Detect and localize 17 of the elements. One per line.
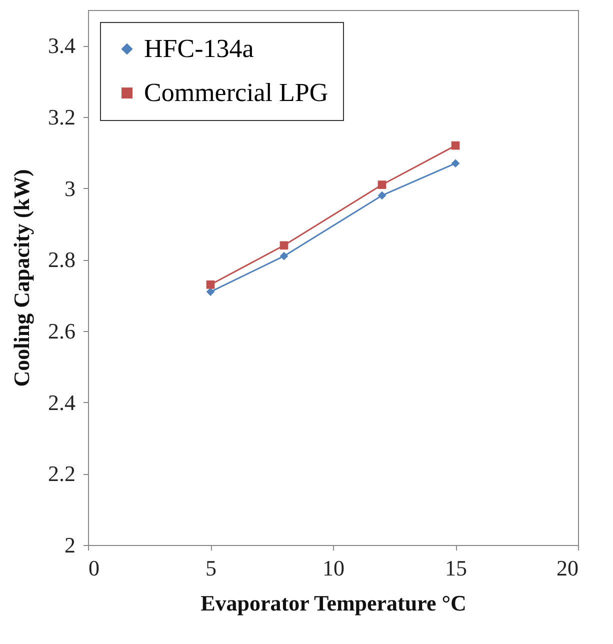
y-tick-label: 2.4 [48,390,76,415]
y-tick-label: 2.8 [48,247,76,272]
x-tick-label: 10 [322,556,344,580]
y-tick-label: 3 [64,176,76,201]
y-axis-title: Cooling Capacity (kW) [9,169,34,387]
x-axis-title: Evaporator Temperature °C [200,590,466,616]
y-tick-label: 2 [64,532,76,558]
y-tick-label: 3.4 [48,33,76,58]
y-tick-label: 3.2 [48,104,76,130]
x-tick-label: 0 [88,556,100,580]
y-tick-label: 2.6 [48,318,76,344]
legend-label: Commercial LPG [144,78,328,107]
x-tick-label: 20 [556,556,578,580]
x-tick-label: 5 [206,556,216,580]
y-tick-label: 2.2 [48,461,76,486]
x-tick-label: 15 [445,556,467,580]
legend-label: HFC-134a [144,34,254,63]
